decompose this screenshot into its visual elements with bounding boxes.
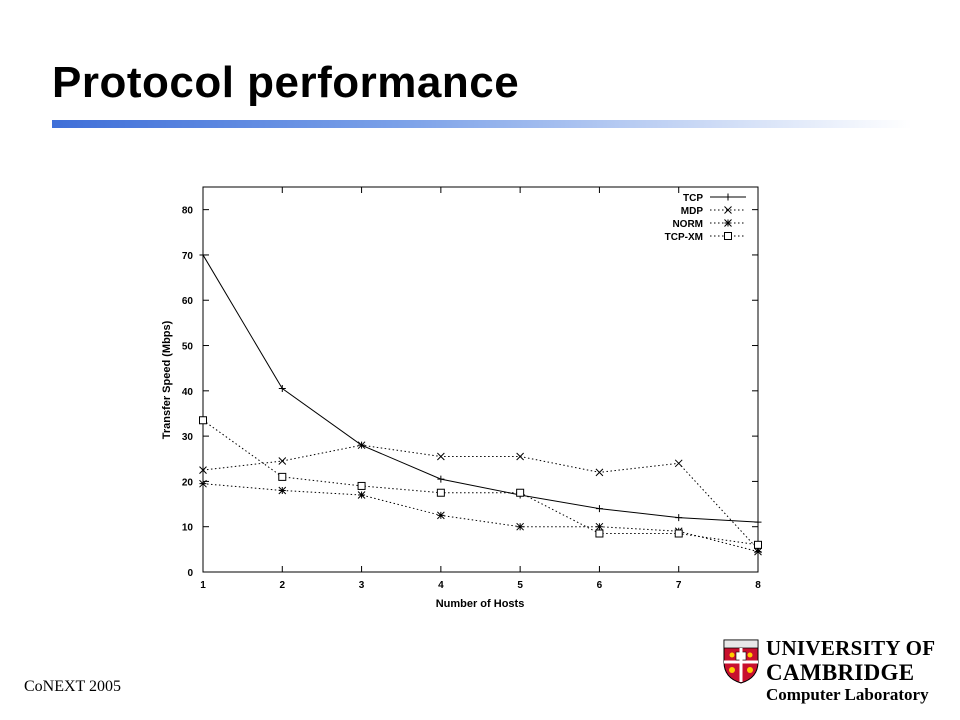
- data-point-tcp-xm: [278, 472, 287, 481]
- x-tick-label: 2: [280, 580, 286, 591]
- data-point-mdp: [357, 441, 366, 450]
- y-tick-label: 40: [182, 387, 194, 398]
- data-point-norm: [754, 547, 762, 556]
- legend-entry: MDP: [681, 206, 746, 217]
- logo-university-of: UNIVERSITY OF: [766, 636, 936, 660]
- legend-marker: [724, 193, 732, 201]
- data-point-norm: [595, 522, 604, 531]
- data-point-norm: [278, 486, 287, 495]
- x-tick-label: 7: [676, 580, 682, 591]
- legend-marker: [724, 232, 732, 240]
- data-point-tcp: [595, 505, 603, 513]
- data-point-tcp-xm: [357, 481, 366, 490]
- data-point-norm: [516, 522, 524, 531]
- series-tcp: [199, 251, 762, 526]
- data-point-mdp: [199, 466, 207, 474]
- legend-label: MDP: [681, 206, 704, 217]
- data-point-tcp: [754, 518, 762, 526]
- legend-label: TCP-XM: [665, 232, 703, 243]
- x-tick-label: 1: [200, 580, 206, 591]
- university-logo: UNIVERSITY OF CAMBRIDGE Computer Laborat…: [722, 636, 936, 706]
- logo-cambridge: CAMBRIDGE: [766, 660, 915, 685]
- data-point-tcp-xm: [674, 529, 683, 538]
- y-tick-label: 0: [187, 568, 193, 579]
- data-point-tcp: [437, 475, 445, 483]
- data-point-norm: [437, 511, 445, 520]
- data-point-tcp-xm: [436, 488, 445, 497]
- data-point-tcp: [675, 514, 683, 522]
- y-tick-label: 50: [182, 342, 194, 353]
- data-point-mdp: [674, 459, 683, 468]
- data-point-mdp: [278, 457, 287, 465]
- logo-computer-laboratory: Computer Laboratory: [766, 685, 929, 704]
- legend-entry: TCP-XM: [665, 232, 746, 243]
- y-axis-label: Transfer Speed (Mbps): [161, 320, 173, 439]
- x-tick-label: 3: [359, 580, 365, 591]
- data-point-norm: [357, 491, 366, 499]
- cambridge-crest-icon: [723, 639, 759, 684]
- data-point-mdp: [516, 452, 524, 461]
- x-tick-label: 4: [438, 580, 444, 591]
- legend-entry: NORM: [672, 219, 746, 230]
- x-axis-label: Number of Hosts: [436, 598, 525, 610]
- series-line-tcp-xm: [202, 419, 759, 546]
- x-tick-label: 5: [517, 580, 523, 591]
- x-tick-label: 8: [755, 580, 761, 591]
- data-point-tcp-xm: [595, 529, 604, 538]
- line-chart: 1 2 3 4 5 6 7 8 0 10 20 30 40 50 60 70 80 TCP MDP NORM TCP-…: [150, 175, 790, 615]
- footer-conference: CoNEXT 2005: [24, 678, 122, 695]
- data-point-tcp-xm: [516, 488, 525, 497]
- legend-label: TCP: [683, 193, 703, 204]
- legend-marker: [724, 206, 732, 214]
- data-point-mdp: [595, 468, 604, 477]
- data-point-tcp-xm: [199, 416, 207, 425]
- series-mdp: [199, 441, 762, 554]
- legend-label: NORM: [672, 219, 703, 230]
- x-tick-label: 6: [597, 580, 603, 591]
- y-tick-label: 80: [182, 206, 194, 217]
- y-tick-label: 30: [182, 432, 194, 443]
- plot-frame: [202, 186, 759, 573]
- series-line-tcp: [202, 254, 759, 523]
- y-tick-label: 60: [182, 296, 194, 307]
- legend-entry: TCP: [683, 193, 746, 204]
- data-point-norm: [199, 479, 207, 488]
- data-point-tcp: [199, 251, 207, 259]
- series-tcp-xm: [199, 416, 762, 549]
- y-tick-label: 20: [182, 477, 194, 488]
- data-point-tcp: [278, 385, 286, 393]
- data-point-tcp-xm: [754, 540, 762, 549]
- data-point-mdp: [437, 452, 445, 461]
- slide-title: Protocol performance: [52, 58, 520, 107]
- series-line-norm: [202, 483, 759, 553]
- title-underline: [52, 120, 912, 128]
- series-line-mdp: [202, 444, 759, 550]
- y-tick-label: 10: [182, 523, 194, 534]
- legend-marker: [724, 219, 732, 227]
- y-tick-label: 70: [182, 251, 194, 262]
